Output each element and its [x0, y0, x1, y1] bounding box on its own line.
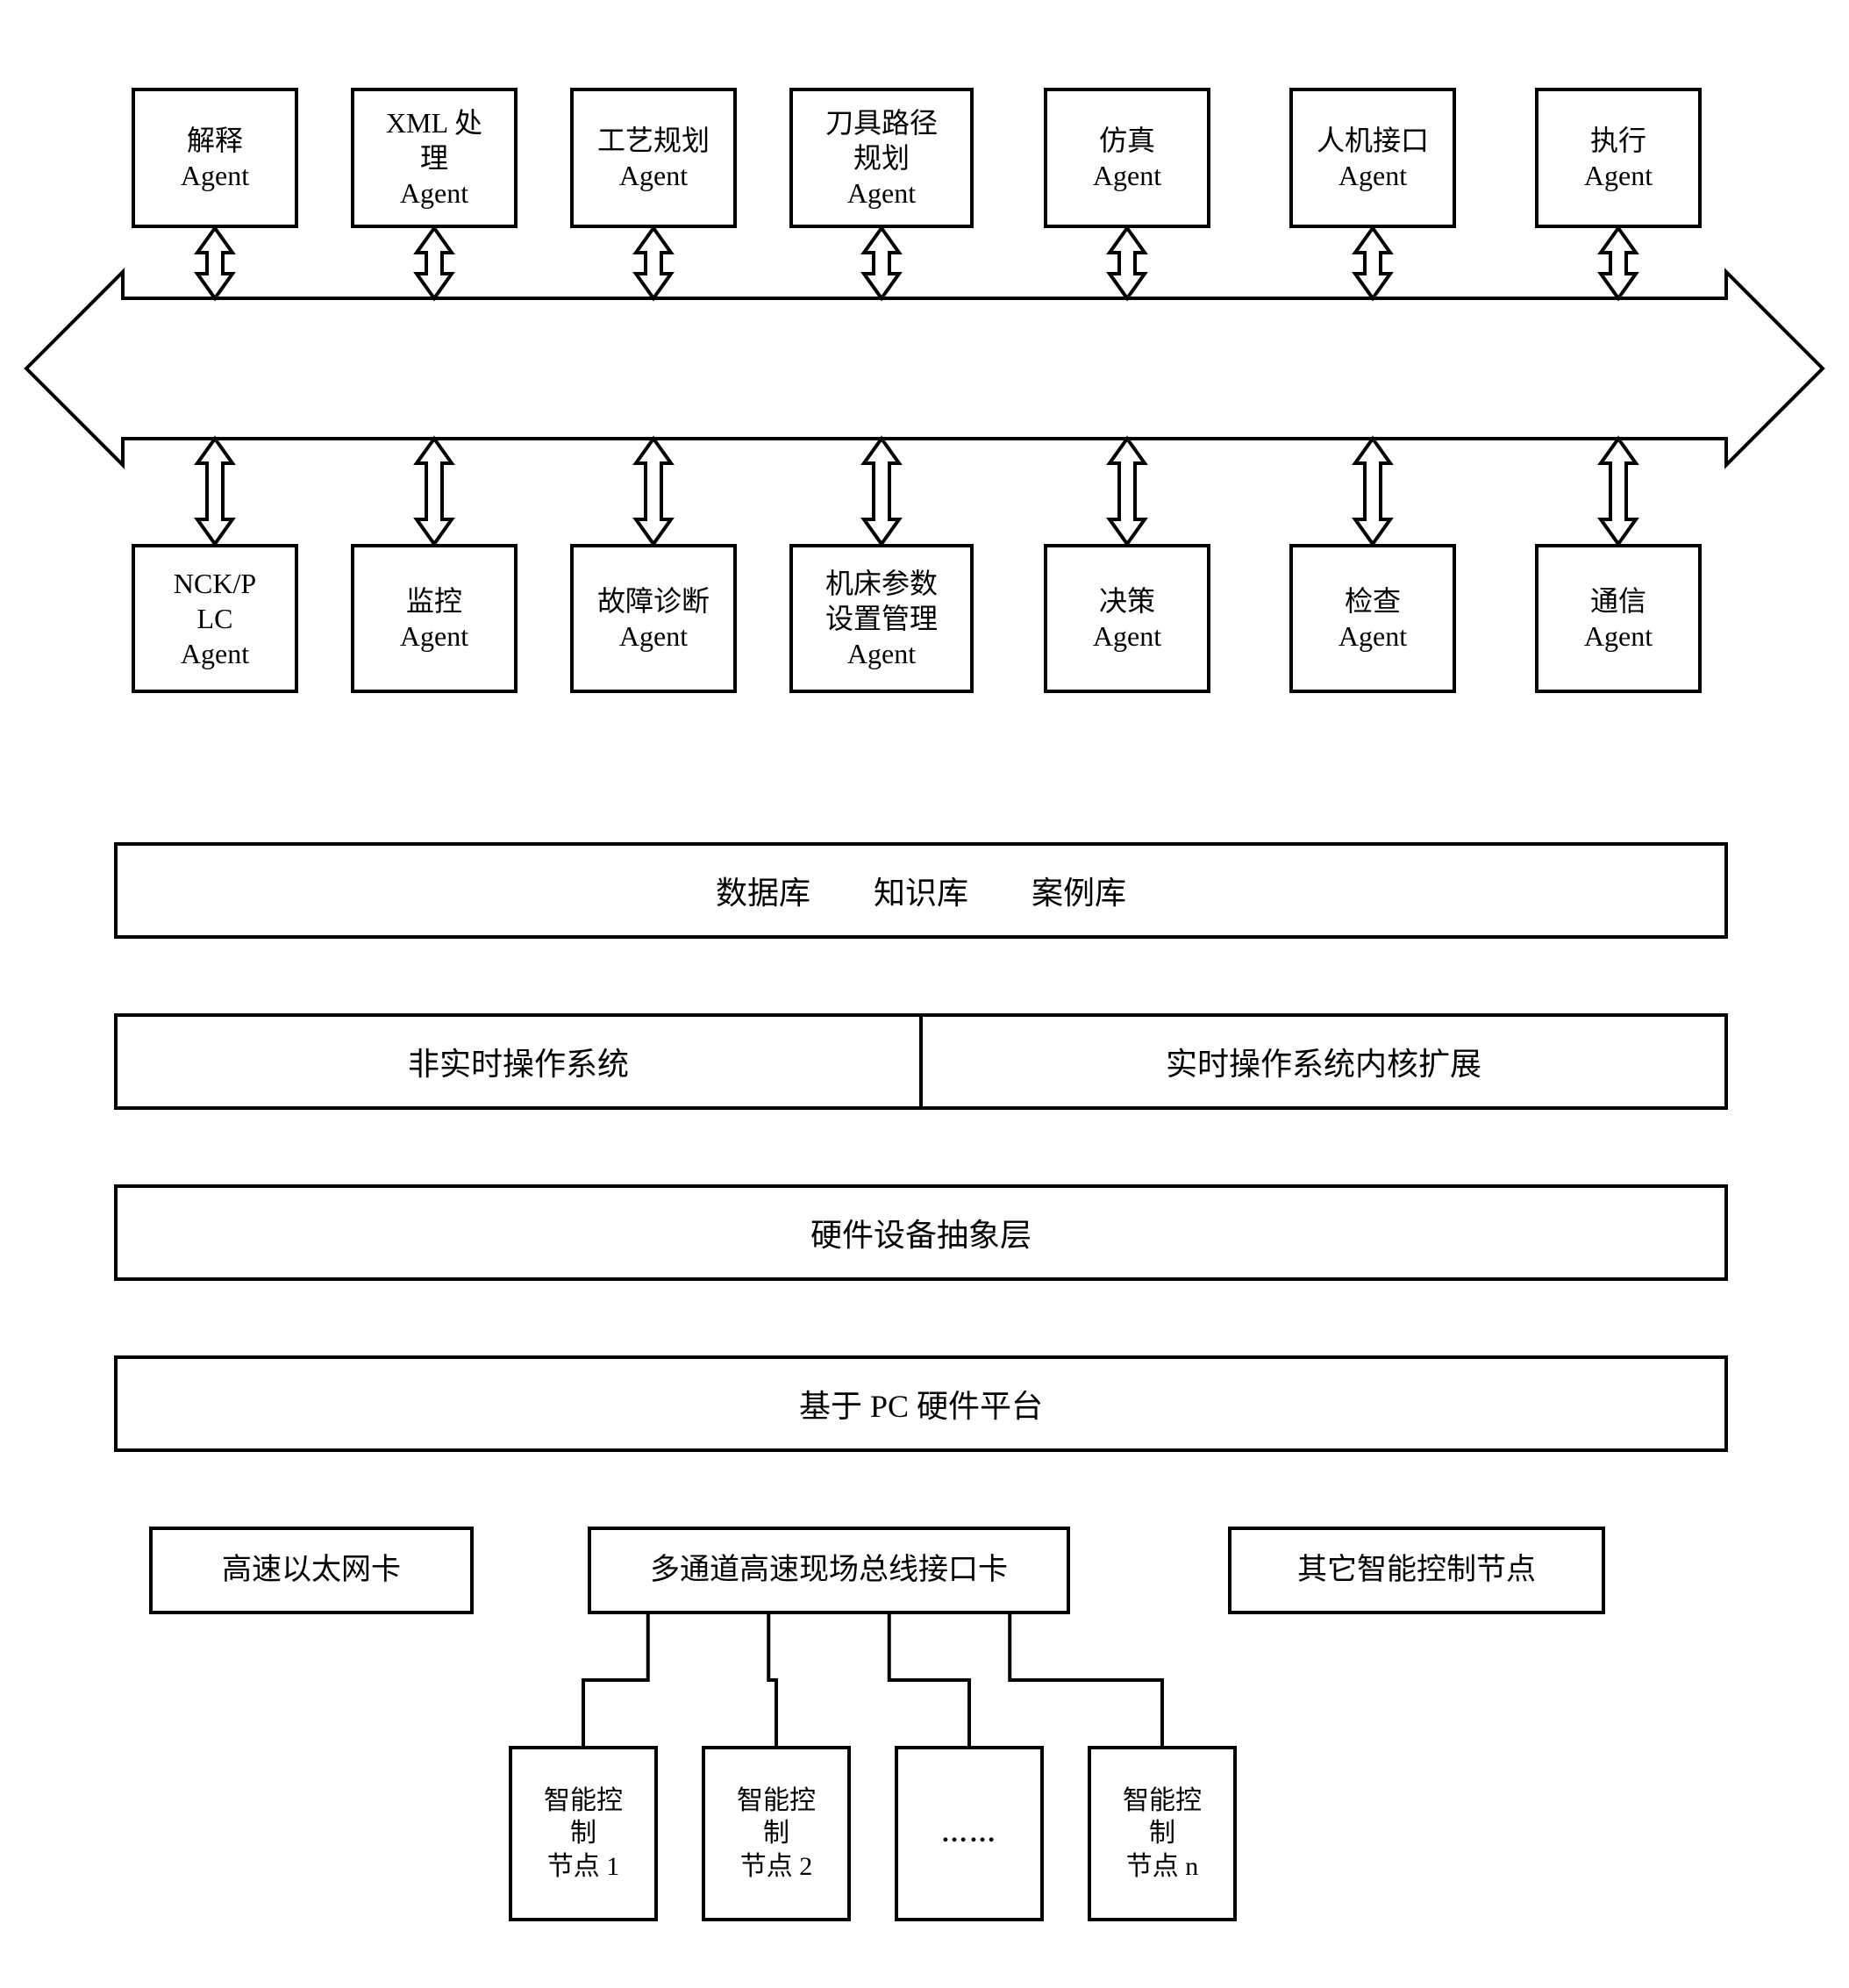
label-line: Agent	[181, 158, 249, 193]
label-line: 智能控	[737, 1784, 816, 1818]
label-line: 节点 n	[1126, 1850, 1199, 1884]
top-agent-box-6: 执行Agent	[1535, 88, 1702, 228]
label-line: 智能控	[544, 1784, 623, 1818]
label-line: 决策	[1099, 583, 1155, 619]
label-line: 工艺规划	[597, 123, 710, 158]
bottom-agent-box-3: 机床参数设置管理Agent	[789, 544, 974, 693]
top-agent-box-2: 工艺规划Agent	[570, 88, 737, 228]
label-line: 故障诊断	[597, 583, 710, 619]
bottom-agent-box-6: 通信Agent	[1535, 544, 1702, 693]
top-agent-box-1: XML 处理Agent	[351, 88, 518, 228]
hal-layer: 硬件设备抽象层	[114, 1184, 1728, 1281]
bottom-agent-box-0: NCK/PLCAgent	[132, 544, 298, 693]
connectors-overlay	[0, 0, 1849, 1988]
pc-layer: 基于 PC 硬件平台	[114, 1355, 1728, 1452]
label-line: NCK/P	[174, 566, 256, 601]
label-line: Agent	[619, 158, 688, 193]
label-line: 人机接口	[1317, 123, 1429, 158]
label-line: 设置管理	[825, 601, 938, 636]
label-line: Agent	[1339, 158, 1407, 193]
label-line: 机床参数	[825, 566, 938, 601]
label-line: Agent	[400, 175, 468, 211]
control-node-3: 智能控制节点 n	[1088, 1746, 1237, 1921]
top-agent-box-0: 解释Agent	[132, 88, 298, 228]
fieldbus-card: 多通道高速现场总线接口卡	[588, 1527, 1070, 1614]
bottom-agent-box-5: 检查Agent	[1289, 544, 1456, 693]
label-line: 刀具路径	[825, 105, 938, 140]
bus-label: 总线 RTCORBA SOFT BUS	[675, 351, 1039, 394]
os-layer: 非实时操作系统实时操作系统内核扩展	[114, 1013, 1728, 1110]
top-agent-box-4: 仿真Agent	[1044, 88, 1210, 228]
label-line: Agent	[1093, 619, 1161, 654]
label-line: Agent	[1584, 619, 1653, 654]
bottom-agent-box-1: 监控Agent	[351, 544, 518, 693]
label-line: XML 处	[386, 105, 482, 140]
label-line: 制	[1149, 1817, 1175, 1850]
label-line: 理	[420, 140, 448, 175]
label-line: 执行	[1590, 123, 1646, 158]
label-line: 检查	[1345, 583, 1401, 619]
label-line: 节点 2	[740, 1850, 813, 1884]
bottom-agent-box-4: 决策Agent	[1044, 544, 1210, 693]
label-line: 仿真	[1099, 123, 1155, 158]
label-line: 监控	[406, 583, 462, 619]
label-line: 通信	[1590, 583, 1646, 619]
label-line: 解释	[187, 123, 243, 158]
os-realtime: 实时操作系统内核扩展	[923, 1017, 1724, 1106]
label-line: LC	[197, 601, 233, 636]
os-nonrealtime: 非实时操作系统	[118, 1017, 923, 1106]
label-line: Agent	[1339, 619, 1407, 654]
other-nodes: 其它智能控制节点	[1228, 1527, 1605, 1614]
label-line: Agent	[619, 619, 688, 654]
control-node-0: 智能控制节点 1	[509, 1746, 658, 1921]
db-layer: 数据库 知识库 案例库	[114, 842, 1728, 939]
label-line: 节点 1	[547, 1850, 620, 1884]
bottom-agent-box-2: 故障诊断Agent	[570, 544, 737, 693]
label-line: Agent	[1584, 158, 1653, 193]
label-line: 制	[570, 1817, 596, 1850]
top-agent-box-3: 刀具路径规划Agent	[789, 88, 974, 228]
label-line: 智能控	[1123, 1784, 1202, 1818]
control-node-1: 智能控制节点 2	[702, 1746, 851, 1921]
label-line: Agent	[847, 636, 916, 671]
label-line: Agent	[400, 619, 468, 654]
ethernet-card: 高速以太网卡	[149, 1527, 474, 1614]
label-line: Agent	[847, 175, 916, 211]
label-line: 规划	[853, 140, 910, 175]
control-node-2: ……	[895, 1746, 1044, 1921]
top-agent-box-5: 人机接口Agent	[1289, 88, 1456, 228]
label-line: 制	[763, 1817, 789, 1850]
ellipsis: ……	[941, 1817, 997, 1850]
label-line: Agent	[1093, 158, 1161, 193]
label-line: Agent	[181, 636, 249, 671]
